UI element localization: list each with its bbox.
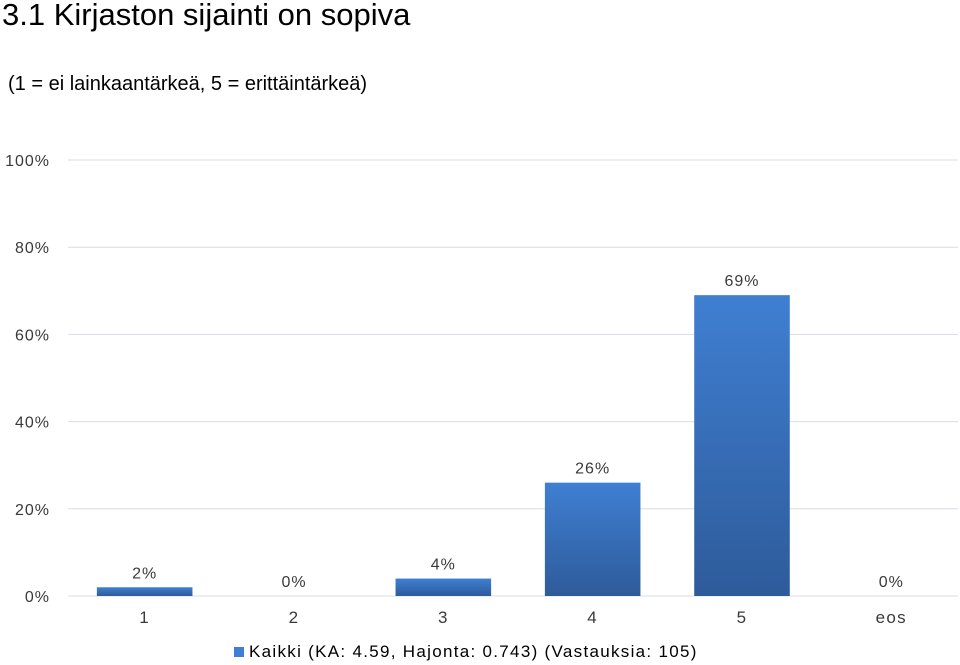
y-tick-label: 20% [15, 502, 50, 519]
y-tick-label: 40% [15, 415, 50, 432]
x-tick-label-1: 1 [139, 608, 150, 627]
y-tick-label: 80% [15, 240, 50, 257]
data-label-3: 4% [431, 557, 456, 574]
x-tick-label-eos: eos [876, 608, 907, 627]
data-label-5: 69% [724, 273, 759, 290]
x-tick-label-3: 3 [438, 608, 449, 627]
bar-5 [694, 295, 790, 596]
legend: Kaikki (KA: 4.59, Hajonta: 0.743) (Vasta… [234, 641, 698, 663]
legend-label: Kaikki (KA: 4.59, Hajonta: 0.743) (Vasta… [249, 642, 698, 661]
data-label-2: 0% [281, 574, 306, 591]
y-axis-ticks: 0% 20% 40% 60% 80% 100% [5, 153, 50, 606]
x-tick-label-5: 5 [737, 608, 748, 627]
x-tick-label-4: 4 [587, 608, 598, 627]
bars [96, 295, 790, 596]
bar-4 [544, 482, 641, 596]
data-label-eos: 0% [879, 574, 904, 591]
y-tick-label: 100% [5, 153, 50, 170]
y-tick-label: 60% [15, 327, 50, 344]
x-tick-label-2: 2 [289, 608, 300, 627]
data-labels: 2% 0% 4% 26% 69% 0% [132, 273, 904, 591]
bar-1 [96, 587, 193, 596]
gridlines [68, 159, 958, 597]
chart-title: 3.1 Kirjaston sijainti on sopiva [2, 0, 411, 32]
bar-chart: 0% 20% 40% 60% 80% 100% 2% 0% 4% 26% 69% 0% 1 2 3 4 5 e… [5, 153, 958, 627]
data-label-1: 2% [132, 565, 157, 582]
x-axis-ticks: 1 2 3 4 5 eos [139, 608, 907, 627]
data-label-4: 26% [575, 461, 610, 478]
chart-subtitle: (1 = ei lainkaantärkeä, 5 = erittäintärk… [8, 73, 368, 95]
y-tick-label: 0% [25, 589, 50, 606]
bar-3 [395, 578, 492, 596]
legend-swatch [234, 647, 244, 657]
